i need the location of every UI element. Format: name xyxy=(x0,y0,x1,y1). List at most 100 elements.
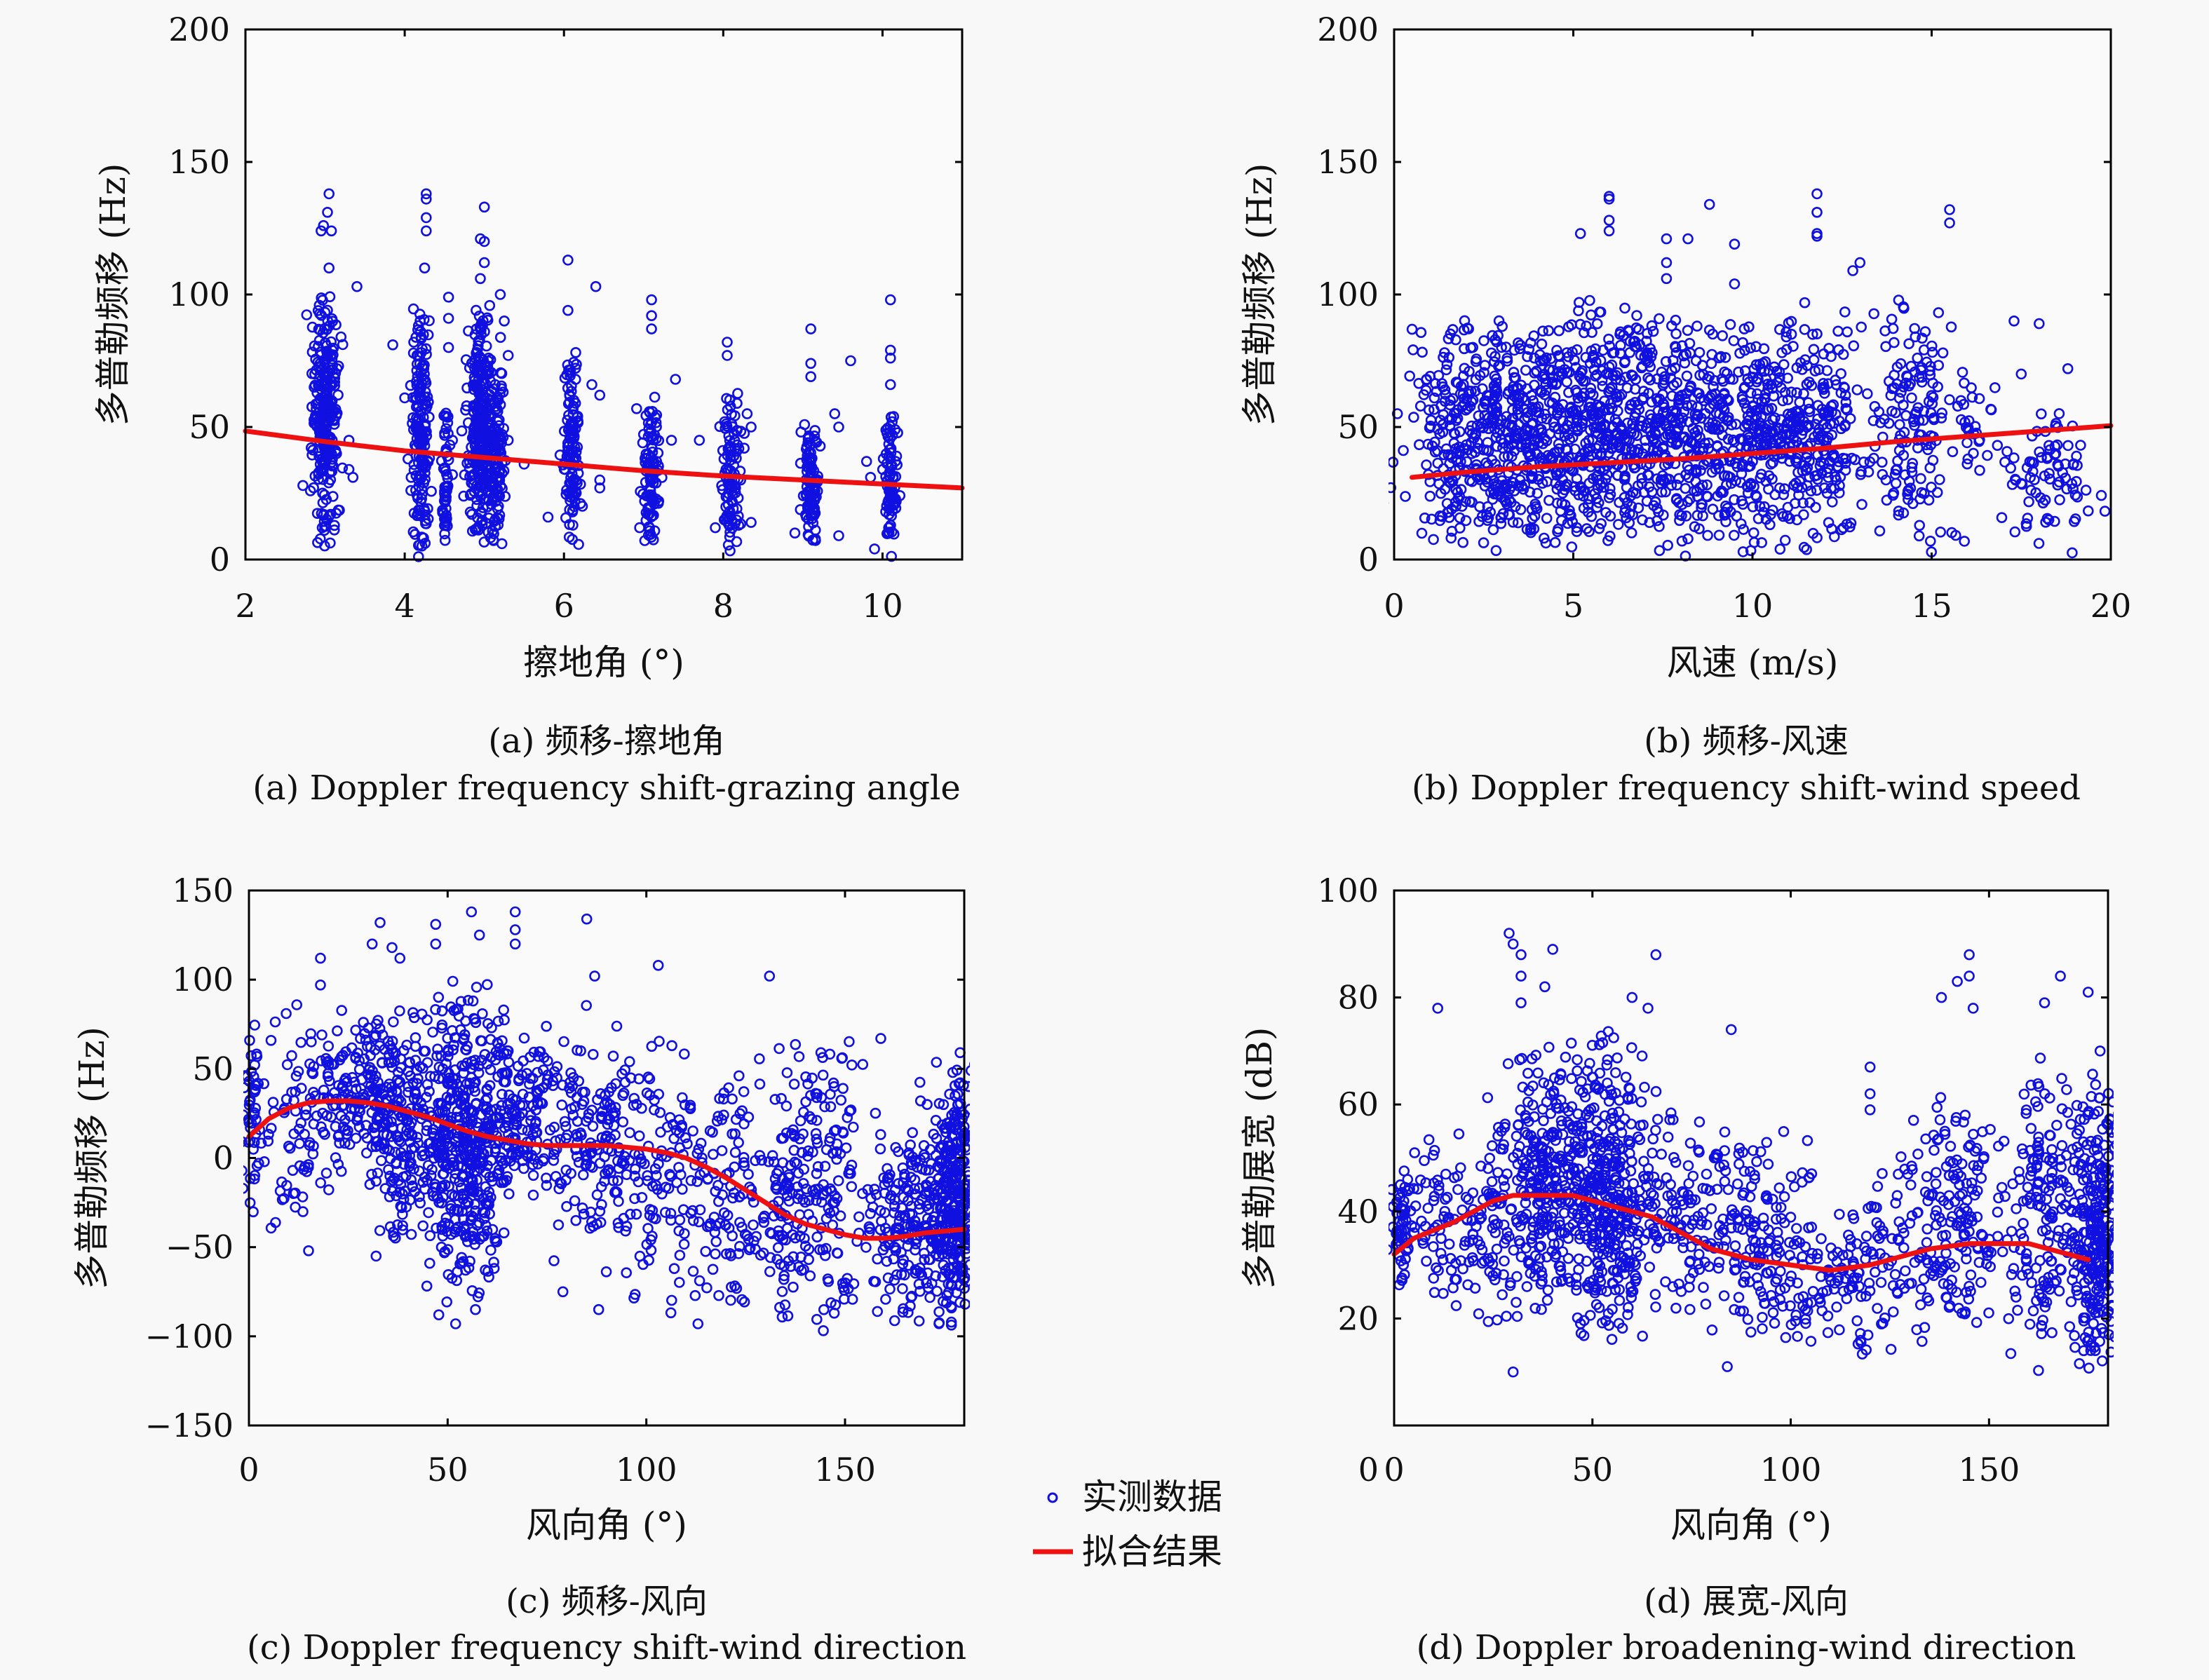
data-point xyxy=(481,979,493,990)
data-point xyxy=(707,1264,719,1275)
data-point xyxy=(2015,368,2027,380)
data-point xyxy=(1699,438,1710,449)
data-point xyxy=(485,1104,496,1116)
data-point xyxy=(1645,351,1657,363)
data-point xyxy=(2034,318,2045,330)
data-point xyxy=(1924,369,1936,381)
data-point xyxy=(469,401,481,413)
data-point xyxy=(384,1191,396,1203)
data-point xyxy=(567,520,579,531)
data-point xyxy=(857,1059,869,1070)
data-point xyxy=(322,1068,334,1079)
data-point xyxy=(527,1189,539,1201)
data-point xyxy=(1497,320,1508,332)
data-point xyxy=(607,1108,619,1119)
data-point xyxy=(1729,494,1740,506)
data-point xyxy=(619,1076,631,1088)
data-point xyxy=(328,524,340,536)
data-point xyxy=(473,487,485,499)
data-point xyxy=(541,1179,553,1191)
data-point xyxy=(1433,370,1445,381)
data-point xyxy=(458,1133,470,1144)
data-point xyxy=(360,1147,372,1159)
data-point xyxy=(1422,438,1434,450)
data-point xyxy=(1521,424,1532,435)
data-point xyxy=(1925,407,1937,419)
data-point xyxy=(415,405,426,417)
x-tick-label: 20 xyxy=(2090,587,2132,625)
data-point xyxy=(1799,354,1811,365)
data-point xyxy=(424,1085,435,1097)
data-point xyxy=(1506,451,1518,462)
data-point xyxy=(1807,527,1819,539)
data-point xyxy=(727,1192,738,1204)
data-point xyxy=(1478,367,1489,379)
data-point xyxy=(1466,437,1477,448)
data-point xyxy=(1605,489,1616,501)
data-point xyxy=(458,1221,470,1232)
data-point xyxy=(1506,419,1518,431)
data-point xyxy=(646,416,658,428)
data-point xyxy=(1781,326,1792,338)
data-point xyxy=(1774,366,1785,378)
data-point xyxy=(1659,371,1670,382)
data-point xyxy=(613,1163,625,1174)
data-point xyxy=(1801,543,1812,555)
data-point xyxy=(1762,383,1774,395)
data-point xyxy=(624,1127,635,1139)
data-point xyxy=(1867,415,1879,426)
data-point xyxy=(476,412,487,424)
data-point xyxy=(473,335,485,347)
data-point xyxy=(420,194,432,205)
data-point xyxy=(474,1136,485,1148)
data-point xyxy=(1495,517,1507,529)
data-point xyxy=(1868,308,1879,320)
data-point xyxy=(459,469,471,481)
data-point xyxy=(1457,501,1468,512)
data-point xyxy=(330,1152,342,1163)
data-point xyxy=(1479,395,1490,407)
data-point xyxy=(1454,426,1466,438)
data-point xyxy=(458,1190,470,1201)
data-point xyxy=(1835,368,1846,379)
data-point xyxy=(637,428,649,440)
data-point xyxy=(1769,412,1781,424)
data-point xyxy=(1584,294,1595,306)
data-point xyxy=(576,501,588,512)
data-point xyxy=(349,1076,360,1088)
data-point xyxy=(431,1222,442,1234)
data-point xyxy=(304,485,316,496)
data-point xyxy=(1442,507,1453,518)
data-point xyxy=(1466,420,1478,432)
data-point xyxy=(253,1158,264,1169)
data-point xyxy=(1545,453,1557,465)
data-point xyxy=(1890,477,1902,489)
y-tick-label: 0 xyxy=(1358,541,1379,578)
data-point xyxy=(687,1215,699,1226)
data-point xyxy=(1619,302,1630,314)
data-point xyxy=(1686,400,1698,411)
data-point xyxy=(1926,481,1937,493)
data-point xyxy=(1684,385,1695,396)
data-point xyxy=(1504,434,1515,445)
data-point xyxy=(472,340,484,351)
data-point xyxy=(1437,426,1449,438)
data-point xyxy=(554,449,566,461)
data-point xyxy=(704,1125,716,1137)
data-point xyxy=(1743,321,1755,333)
y-axis-title: 多普勒频移 (Hz) xyxy=(1239,163,1280,426)
data-point xyxy=(1522,351,1533,363)
data-point xyxy=(1527,470,1539,482)
data-point xyxy=(315,980,326,991)
data-point xyxy=(478,236,490,248)
data-point xyxy=(1996,512,2008,524)
data-point xyxy=(1458,324,1470,336)
data-point xyxy=(323,1055,335,1067)
data-point xyxy=(1391,408,1403,419)
data-point xyxy=(553,1219,565,1231)
data-point xyxy=(1703,371,1715,382)
data-point xyxy=(1554,467,1566,479)
x-tick-label: 0 xyxy=(1384,587,1404,625)
data-point xyxy=(445,1200,457,1211)
data-point xyxy=(745,421,757,433)
